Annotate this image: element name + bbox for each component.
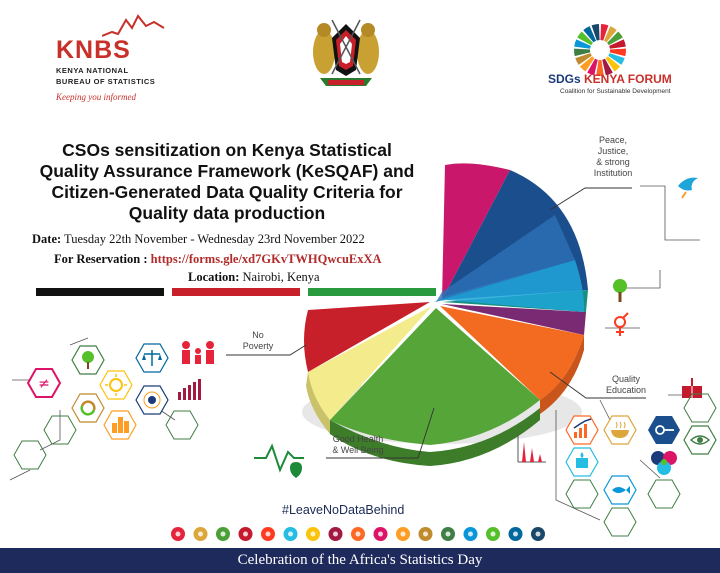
sdg-goal-dot-glyph	[355, 531, 361, 537]
footer-banner: Celebration of the Africa's Statistics D…	[0, 548, 720, 573]
eye-icon	[683, 425, 717, 455]
left-hex-outline	[13, 410, 199, 470]
kenya-coat-of-arms-icon	[313, 19, 379, 86]
flag-bar-green	[308, 288, 436, 296]
label-good-health: Good Health & Well Being	[332, 434, 384, 455]
reservation-link[interactable]: https://forms.gle/xd7GKvTWHQwcuExXA	[147, 252, 382, 266]
event-reservation: For Reservation : https://forms.gle/xd7G…	[54, 252, 382, 266]
knbs-wordmark: KNBS	[56, 36, 131, 64]
industry-chart-icon	[565, 415, 599, 445]
heartbeat-icon	[254, 443, 304, 478]
growth-chart-icon	[178, 379, 201, 400]
knbs-line1: KENYA NATIONAL	[56, 66, 129, 75]
sdg-goal-dot-glyph	[220, 531, 226, 537]
sdg-wheel-segment	[596, 50, 604, 76]
book-icon	[682, 378, 702, 398]
reduced-inequalities-icon: ≠	[26, 368, 62, 398]
flag-bar-red	[172, 288, 300, 296]
sdg-goal-dot-glyph	[378, 531, 383, 537]
sdg-goal-dot-glyph	[423, 531, 428, 537]
food-bowl-icon	[603, 415, 637, 445]
tree-hex-icon	[71, 345, 105, 375]
sdg-goal-dot-glyph	[513, 531, 518, 537]
city-icon	[103, 410, 137, 440]
flag-bar-black	[36, 288, 164, 296]
sun-energy-icon	[99, 370, 133, 400]
sdg-forum-name: SDGs KENYA FORUM	[548, 72, 672, 86]
chart-line-icon	[102, 14, 165, 37]
dove-icon	[678, 177, 698, 199]
no-poverty-icon	[182, 341, 214, 364]
water-icon	[565, 447, 599, 477]
event-location: Location: Nairobi, Kenya	[188, 270, 320, 284]
sdg-goal-dot-glyph	[198, 531, 203, 537]
sdg-pie	[304, 163, 588, 466]
knbs-line2: BUREAU OF STATISTICS	[56, 77, 156, 86]
label-no-poverty: No Poverty	[242, 330, 274, 351]
tree-icon	[613, 279, 627, 302]
right-hex-outline	[565, 393, 717, 537]
sdg-wheel-logo	[574, 24, 626, 76]
recycle-icon	[71, 393, 105, 423]
gender-icon	[614, 312, 629, 336]
sdg-goal-dot-glyph	[243, 531, 248, 537]
sdg-goal-dot-glyph	[535, 531, 541, 537]
knbs-logo: KNBS KENYA NATIONAL BUREAU OF STATISTICS…	[56, 14, 166, 102]
sdg-goal-dot-glyph	[288, 531, 293, 537]
sdg-forum-subtitle: Coalition for Sustainable Development	[560, 88, 671, 95]
sdg-goal-dot-glyph	[445, 531, 451, 537]
sdg-goal-dot-glyph	[468, 531, 473, 537]
sdg-goal-dot-glyph	[175, 531, 181, 537]
sdg-goal-dot-glyph	[310, 531, 316, 537]
sdg-dots-row	[171, 527, 545, 541]
sdg-goal-dot-glyph	[333, 531, 338, 537]
svg-text:≠: ≠	[38, 376, 50, 392]
partnership-icon	[651, 451, 677, 475]
click-icon	[135, 385, 169, 415]
knbs-tagline: Keeping you informed	[56, 92, 136, 102]
label-quality-education: Quality Education	[605, 374, 647, 395]
sdg-goal-dot-glyph	[400, 531, 406, 537]
justice-scales-icon	[135, 343, 169, 373]
bar-chart-icon	[517, 434, 546, 463]
sdg-goal-dot-glyph	[265, 531, 271, 537]
label-peace: Peace, Justice, & strong Institution	[593, 135, 633, 178]
hashtag: #LeaveNoDataBehind	[282, 503, 405, 517]
sdg-goal-dot-glyph	[490, 531, 496, 537]
event-date: Date: Tuesday 22th November - Wednesday …	[32, 232, 365, 246]
event-title: CSOs sensitization on Kenya Statistical …	[39, 140, 415, 223]
key-icon	[648, 416, 680, 444]
fish-icon	[603, 475, 637, 505]
